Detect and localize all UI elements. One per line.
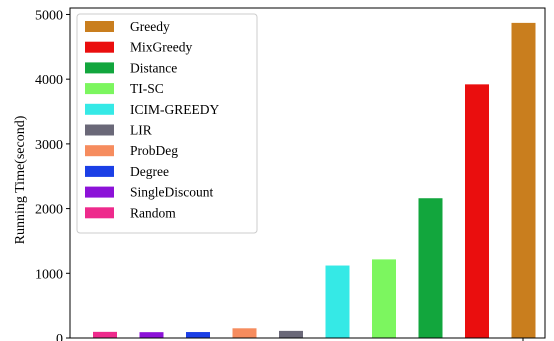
bars-group — [93, 22, 536, 339]
legend-swatch-distance — [85, 62, 114, 74]
legend-label-ti-sc: TI-SC — [130, 81, 164, 96]
legend-label-icim-greedy: ICIM-GREEDY — [130, 102, 219, 117]
bar-mixgreedy — [465, 84, 489, 339]
axes-group — [69, 7, 546, 341]
legend-swatch-singlediscount — [85, 186, 114, 198]
legend-label-random: Random — [130, 205, 176, 220]
legend-label-lir: LIR — [130, 123, 152, 138]
legend-swatch-mixgreedy — [85, 41, 114, 53]
legend-label-degree: Degree — [130, 164, 169, 179]
bar-random — [93, 331, 117, 338]
plot-frame — [69, 7, 546, 339]
bar-degree — [186, 332, 210, 338]
legend-label-greedy: Greedy — [130, 19, 170, 34]
legend-swatch-probdeg — [85, 145, 114, 157]
legend-box — [76, 13, 258, 234]
legend-swatch-icim-greedy — [85, 103, 114, 115]
y-tick-label: 5000 — [35, 8, 63, 23]
y-tick-label: 1000 — [35, 267, 63, 282]
bar-probdeg — [232, 328, 257, 338]
legend-swatch-ti-sc — [85, 83, 114, 95]
y-axis-ticks: 0 1000 2000 3000 4000 5000 — [35, 8, 70, 341]
bar-singlediscount — [139, 332, 164, 338]
y-axis-label: Running Time(second) — [13, 115, 28, 244]
legend-swatch-degree — [85, 165, 114, 177]
y-tick-label: 4000 — [35, 73, 63, 88]
legend: Greedy MixGreedy Distance TI-SC ICIM-GREEDY L… — [76, 13, 258, 234]
bar-icim-greedy — [325, 265, 350, 338]
legend-label-mixgreedy: MixGreedy — [130, 40, 192, 55]
y-tick-label: 2000 — [35, 203, 63, 218]
bar-ti-sc — [372, 259, 396, 338]
y-tick-label: 3000 — [35, 138, 63, 153]
legend-label-probdeg: ProbDeg — [130, 143, 178, 158]
legend-swatch-random — [85, 207, 114, 219]
bar-greedy — [511, 22, 536, 338]
y-tick-label: 0 — [56, 332, 63, 341]
legend-swatch-lir — [85, 124, 114, 136]
legend-swatch-greedy — [85, 21, 114, 32]
bar-lir — [279, 330, 303, 338]
legend-label-singlediscount: SingleDiscount — [130, 185, 213, 200]
legend-label-distance: Distance — [130, 60, 177, 75]
bar-distance — [418, 198, 443, 338]
